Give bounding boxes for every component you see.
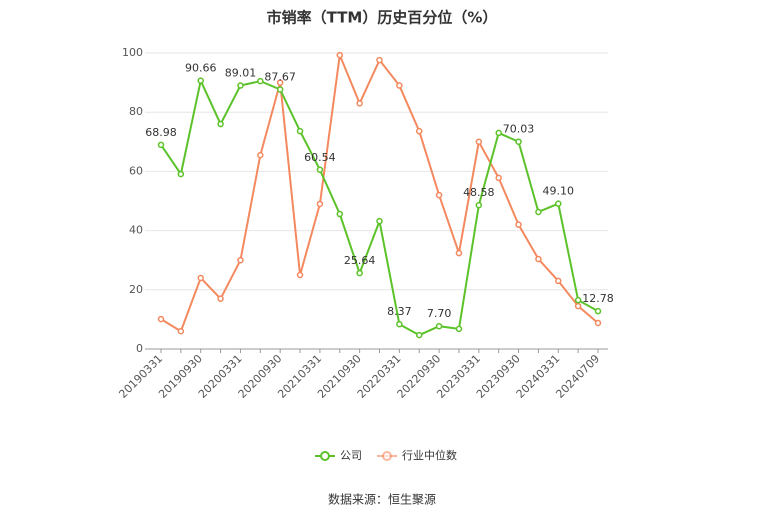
point [257,77,264,85]
point [336,210,344,218]
data-label: 7.70 [427,307,452,320]
data-label: 8.37 [387,305,412,318]
point [574,296,582,304]
y-tick-label: 60 [129,164,143,177]
x-tick-label: 20240709 [553,352,602,401]
point [276,79,284,86]
point [237,256,244,264]
y-tick-label: 100 [122,46,143,59]
point [475,201,483,209]
data-label: 70.03 [503,123,535,136]
point [356,269,363,277]
point [415,127,423,135]
point [574,302,582,310]
data-label: 89.01 [225,67,257,80]
point [396,82,403,89]
point [376,56,383,64]
point [594,307,602,315]
point [415,331,423,339]
point [177,327,185,335]
data-label: 12.78 [582,292,614,305]
source: 数据来源：恒生聚源 [328,492,436,507]
point [356,100,363,107]
data-label: 60.54 [304,151,336,164]
series-line [160,77,599,337]
data-label: 68.98 [145,126,177,139]
point [455,325,463,333]
point [594,319,602,327]
point [217,295,224,302]
data-label: 49.10 [543,185,575,198]
point [177,170,185,178]
point [515,221,522,228]
point [435,191,443,199]
point [455,249,463,257]
point [535,208,542,216]
point [157,315,165,323]
point [535,255,542,263]
point [197,274,204,282]
point [555,200,562,207]
legend-marker [320,451,330,461]
legend-label: 公司 [340,449,362,462]
point [336,51,344,59]
data-label: 25.64 [344,254,376,267]
point [257,151,264,159]
point [316,200,324,208]
point [197,77,204,84]
point [495,129,502,137]
y-tick-label: 80 [129,105,143,118]
data-label: 87.67 [264,70,296,83]
point [435,322,443,330]
point [237,82,244,89]
y-tick-label: 20 [129,283,143,296]
point [555,277,562,285]
point [296,127,304,135]
point [217,120,224,128]
point [296,271,304,279]
y-tick-label: 40 [129,224,143,237]
point [475,138,483,146]
point [396,320,403,328]
point [316,166,324,174]
point [376,217,383,225]
legend-marker [382,451,392,461]
point [157,141,165,149]
data-label: 90.66 [185,62,217,75]
chart-title: 市销率（TTM）历史百分位（%） [267,9,498,27]
y-tick-label: 0 [136,342,143,355]
point [515,138,522,145]
point [495,174,502,182]
legend-label: 行业中位数 [402,448,457,462]
point [276,86,284,93]
data-label: 48.58 [463,186,495,199]
